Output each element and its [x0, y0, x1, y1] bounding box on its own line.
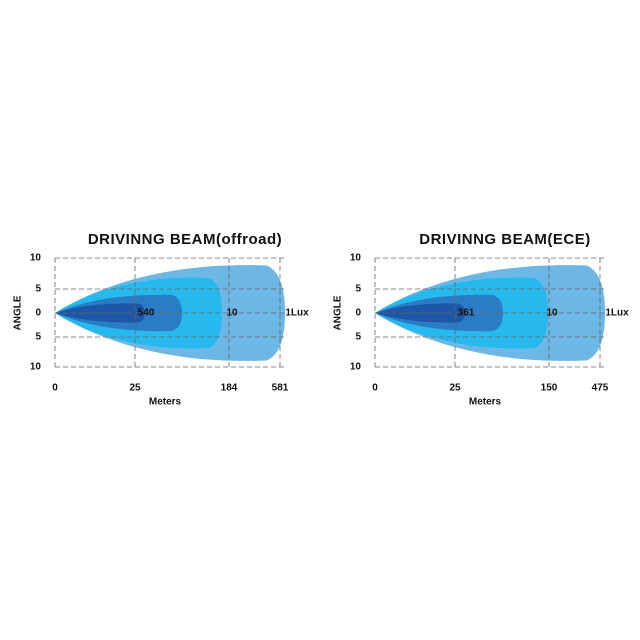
y-tick-label: 10 [350, 362, 362, 373]
x-tick-label: 25 [449, 383, 461, 394]
x-tick-label: 581 [272, 383, 289, 394]
y-tick-label: 10 [350, 253, 362, 264]
y-tick-label: 10 [30, 362, 42, 373]
y-tick-label: 5 [355, 332, 361, 343]
zone-label: 1Lux [605, 308, 629, 319]
y-tick-label: 0 [35, 308, 41, 319]
y-tick-label: 5 [35, 284, 41, 295]
zone-label: 1Lux [285, 308, 309, 319]
panel-title: DRIVINNG BEAM(ECE) [419, 231, 591, 248]
y-tick-label: 5 [355, 284, 361, 295]
zone-label: 10 [546, 308, 558, 319]
x-tick-label: 0 [372, 383, 378, 394]
y-tick-label: 10 [30, 253, 42, 264]
x-tick-label: 475 [592, 383, 609, 394]
x-axis-label: Meters [149, 397, 182, 408]
x-tick-label: 150 [541, 383, 558, 394]
x-tick-label: 184 [221, 383, 238, 394]
x-tick-label: 25 [129, 383, 141, 394]
x-axis-label: Meters [469, 397, 502, 408]
zone-label: 540 [138, 308, 155, 319]
y-axis-label: ANGLE [13, 295, 24, 330]
panel-title: DRIVINNG BEAM(offroad) [88, 231, 282, 248]
zone-label: 361 [458, 308, 475, 319]
y-tick-label: 5 [35, 332, 41, 343]
y-axis-label: ANGLE [333, 295, 344, 330]
zone-label: 10 [226, 308, 238, 319]
x-tick-label: 0 [52, 383, 58, 394]
y-tick-label: 0 [355, 308, 361, 319]
